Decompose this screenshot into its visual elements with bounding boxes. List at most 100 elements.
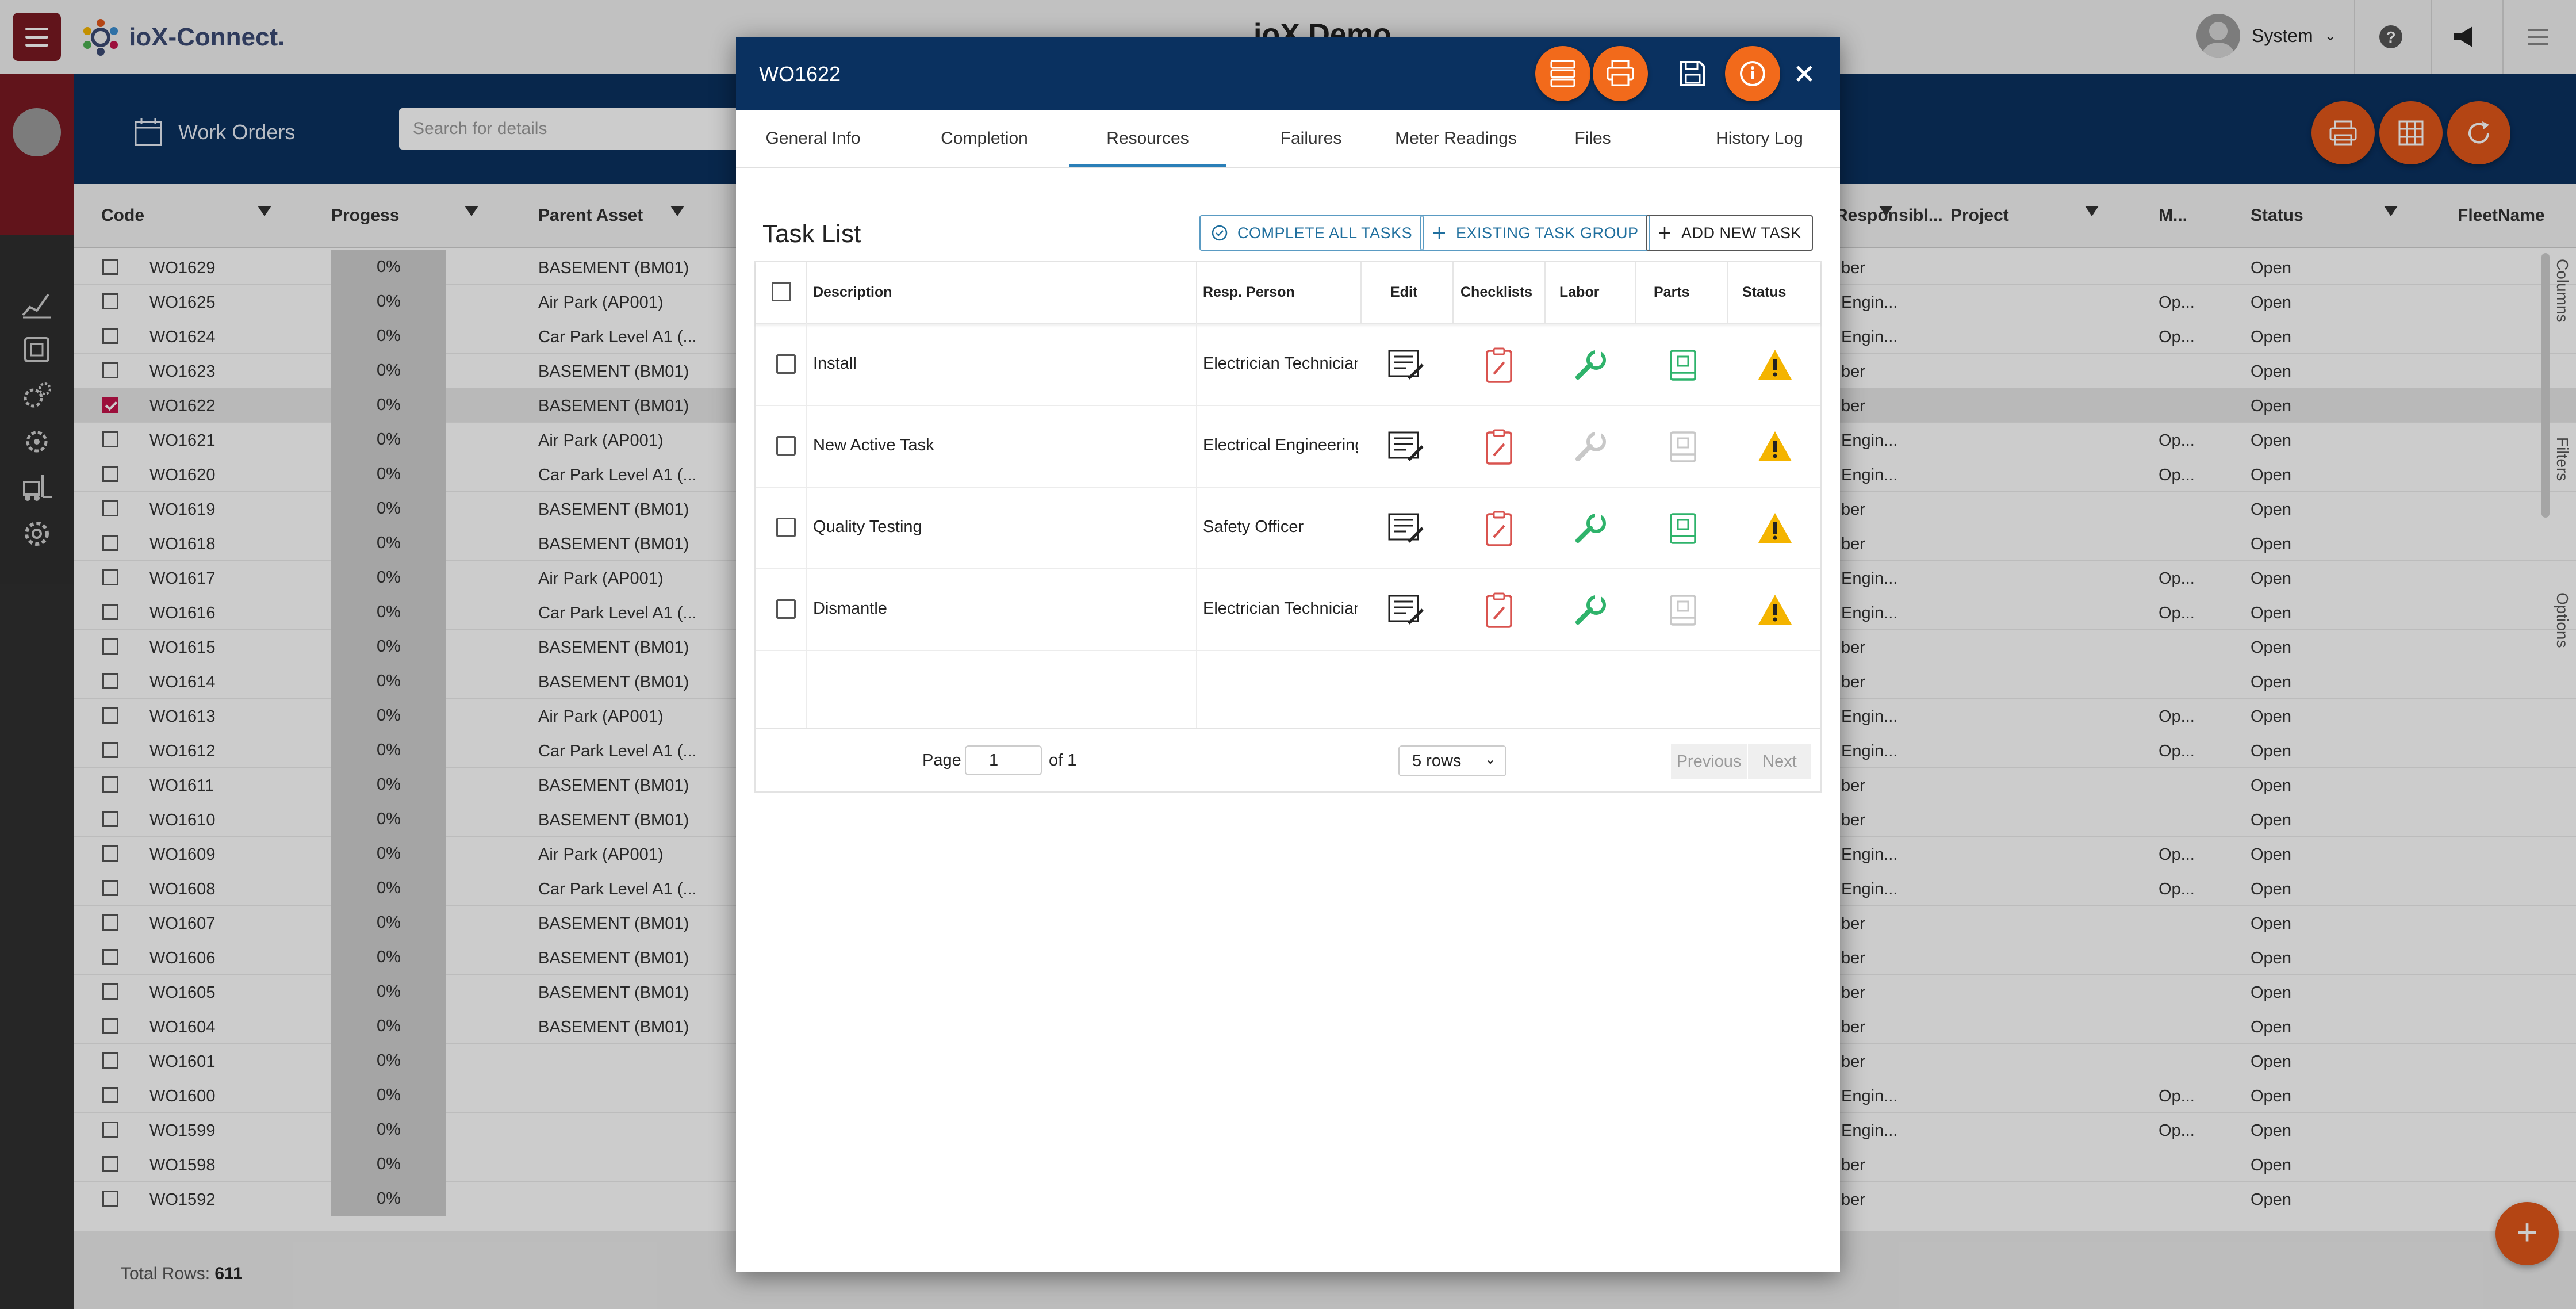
edit-task-icon[interactable] [1386,508,1426,549]
refresh-button[interactable] [2447,101,2510,164]
checklist-clipboard-icon[interactable] [1479,427,1519,467]
row-checkbox[interactable] [102,673,118,689]
row-checkbox[interactable] [102,293,118,309]
row-checkbox[interactable] [102,604,118,620]
row-checkbox[interactable] [102,845,118,862]
task-row[interactable]: Quality Testing Safety Officer [756,487,1820,569]
hamburger-menu-button[interactable] [13,13,61,61]
row-checkbox[interactable] [102,880,118,896]
megaphone-icon[interactable] [2448,21,2481,53]
checklist-clipboard-icon[interactable] [1479,590,1519,630]
user-menu[interactable]: System ⌄ [2196,14,2336,58]
save-button[interactable] [1673,54,1712,93]
filter-icon[interactable] [258,206,271,216]
row-checkbox[interactable] [102,638,118,654]
row-checkbox[interactable] [102,466,118,482]
gears-icon[interactable] [17,378,56,413]
row-checkbox[interactable] [102,811,118,827]
filter-icon[interactable] [2384,206,2398,216]
row-checkbox[interactable] [102,1018,118,1034]
checklist-clipboard-icon[interactable] [1479,345,1519,385]
parts-icon[interactable] [1663,345,1703,385]
add-new-task-button[interactable]: ADD NEW TASK [1646,215,1814,251]
task-row[interactable]: New Active Task Electrical Engineering [756,405,1820,488]
row-checkbox[interactable] [102,362,118,378]
labor-wrench-icon[interactable] [1571,590,1611,630]
table-row[interactable]: WO1625 0% Air Park (AP001) Engin... Op... Ope… [74,284,2576,319]
row-checkbox[interactable] [102,500,118,516]
task-checkbox[interactable] [776,518,796,537]
columns-side-tab[interactable]: Columns [2554,259,2571,323]
gear-icon[interactable] [17,516,56,551]
help-icon[interactable]: ? [2375,21,2407,53]
edit-task-icon[interactable] [1386,427,1426,467]
tab-failures[interactable]: Failures [1280,129,1342,148]
filters-side-tab[interactable]: Filters [2554,437,2571,481]
task-checkbox[interactable] [776,436,796,456]
print-button[interactable] [2312,101,2375,164]
row-checkbox[interactable] [102,1122,118,1138]
column-header-status[interactable]: Status [2251,206,2303,225]
row-checkbox[interactable] [102,983,118,1000]
row-checkbox[interactable] [102,328,118,344]
tab-resources[interactable]: Resources [1070,110,1226,167]
edit-task-icon[interactable] [1386,590,1426,630]
task-checkbox[interactable] [776,354,796,374]
sidebar-avatar[interactable] [13,108,61,156]
tab-general-info[interactable]: General Info [765,129,861,148]
task-row[interactable]: Install Electrician Technician [756,323,1820,406]
rows-per-page-select[interactable]: 5 rows ⌄ [1398,745,1506,776]
table-row[interactable]: WO1612 0% Car Park Level A1 (... Engin... Op… [74,733,2576,768]
forklift-icon[interactable] [17,470,56,505]
close-button[interactable] [1785,54,1824,93]
task-group-button[interactable] [1535,46,1590,101]
column-header-code[interactable]: Code [101,206,144,225]
tab-meter-readings[interactable]: Meter Readings [1395,129,1517,148]
info-button[interactable] [1725,46,1780,101]
print-work-order-button[interactable] [1593,46,1648,101]
row-checkbox[interactable] [102,1087,118,1103]
filter-icon[interactable] [670,206,684,216]
row-checkbox[interactable] [102,259,118,275]
tab-history-log[interactable]: History Log [1716,129,1803,148]
task-row[interactable]: Dismantle Electrician Technician [756,568,1820,651]
row-checkbox[interactable] [102,1052,118,1069]
checklist-clipboard-icon[interactable] [1479,508,1519,549]
row-checkbox[interactable] [102,535,118,551]
tab-completion[interactable]: Completion [941,129,1028,148]
column-header-m[interactable]: M... [2159,206,2187,225]
select-all-checkbox[interactable] [772,282,791,301]
vertical-scrollbar[interactable] [2542,253,2550,518]
column-header-resp-person[interactable]: Resp. Person [1203,284,1295,300]
parts-icon[interactable] [1663,508,1703,549]
column-header-progress[interactable]: Progess [331,206,400,225]
edit-task-icon[interactable] [1386,345,1426,385]
row-checkbox[interactable] [102,1191,118,1207]
row-checkbox[interactable] [102,431,118,447]
labor-wrench-icon[interactable] [1571,508,1611,549]
options-side-tab[interactable]: Options [2554,592,2571,648]
analytics-chart-icon[interactable] [17,286,56,321]
row-checkbox[interactable] [102,776,118,793]
row-checkbox[interactable] [102,1156,118,1172]
device-icon[interactable] [17,332,56,367]
column-header-parent-asset[interactable]: Parent Asset [538,206,643,225]
task-checkbox[interactable] [776,599,796,619]
next-page-button[interactable]: Next [1748,744,1811,779]
grid-view-button[interactable] [2379,101,2443,164]
labor-wrench-icon[interactable] [1571,345,1611,385]
row-checkbox[interactable] [102,707,118,724]
column-header-fleetname[interactable]: FleetName [2458,206,2545,225]
row-checkbox[interactable] [102,569,118,585]
row-checkbox[interactable] [102,949,118,965]
filter-icon[interactable] [2085,206,2099,216]
parts-icon[interactable] [1663,427,1703,467]
column-header-description[interactable]: Description [813,284,892,300]
table-row[interactable]: WO1605 0% BASEMENT (BM01) ber Open [74,974,2576,1009]
labor-wrench-icon[interactable] [1571,427,1611,467]
existing-task-group-button[interactable]: EXISTING TASK GROUP [1420,215,1650,251]
complete-all-tasks-button[interactable]: COMPLETE ALL TASKS [1199,215,1424,251]
filter-icon[interactable] [1879,206,1893,216]
settings-group-icon[interactable] [17,424,56,459]
tab-files[interactable]: Files [1574,129,1611,148]
